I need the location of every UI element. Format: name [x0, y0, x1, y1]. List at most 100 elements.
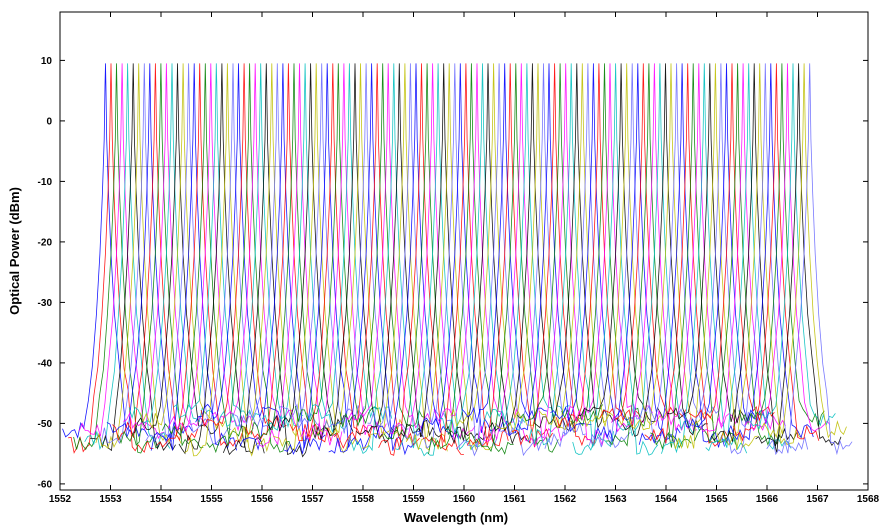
y-tick-label: -10	[38, 177, 53, 188]
channel-trace	[705, 63, 792, 452]
channel-trace	[261, 63, 348, 434]
channel-trace	[455, 63, 542, 457]
channel-trace	[450, 63, 537, 428]
channel-trace	[156, 63, 243, 448]
channel-trace	[139, 63, 226, 430]
channel-trace	[311, 63, 398, 444]
y-tick-label: 10	[41, 56, 53, 67]
channel-trace	[699, 63, 786, 433]
channel-trace	[184, 63, 271, 457]
channel-trace	[633, 63, 720, 422]
channel-trace	[511, 63, 598, 447]
channel-trace	[239, 63, 326, 452]
x-tick-label: 1568	[857, 494, 880, 505]
channel-trace	[117, 63, 204, 449]
channel-trace	[68, 63, 154, 454]
channel-trace	[206, 63, 293, 454]
channel-trace	[306, 63, 393, 423]
channel-trace	[100, 63, 188, 445]
channel-trace	[234, 63, 321, 430]
channel-trace	[167, 63, 254, 432]
x-tick-label: 1564	[655, 494, 678, 505]
channel-trace	[345, 63, 432, 430]
channel-trace	[733, 63, 820, 442]
channel-trace	[550, 63, 637, 422]
channel-trace	[622, 63, 708, 437]
channel-trace	[78, 63, 165, 440]
x-tick-label: 1560	[453, 494, 476, 505]
channel-trace	[317, 63, 404, 436]
channel-trace	[544, 63, 631, 449]
channel-trace	[367, 63, 453, 427]
x-tick-label: 1563	[604, 494, 627, 505]
channel-trace	[478, 63, 565, 443]
channel-trace	[661, 63, 748, 454]
y-tick-label: -20	[38, 237, 53, 248]
channel-trace	[339, 63, 426, 428]
channel-trace	[710, 63, 797, 447]
x-tick-label: 1561	[503, 494, 526, 505]
channel-trace	[273, 63, 359, 454]
channel-trace	[716, 63, 803, 446]
channel-trace	[123, 63, 210, 431]
y-tick-labels: -60 -50 -40 -30 -20 -10 0 10	[38, 56, 53, 490]
channel-trace	[583, 63, 670, 428]
channel-trace	[572, 63, 659, 456]
channel-trace	[245, 63, 332, 443]
channel-trace	[760, 63, 847, 439]
channel-trace	[677, 63, 764, 428]
x-tick-label: 1553	[99, 494, 122, 505]
channel-trace	[90, 63, 176, 452]
channel-trace	[73, 63, 160, 454]
x-tick-label: 1567	[806, 494, 829, 505]
channel-trace	[605, 63, 692, 449]
channel-trace	[533, 63, 620, 429]
channel-trace	[505, 63, 592, 437]
channel-trace	[211, 63, 298, 429]
y-tick-label: 0	[46, 116, 52, 127]
channel-trace	[683, 63, 770, 428]
x-tick-label: 1554	[150, 494, 173, 505]
channel-trace	[749, 63, 836, 430]
channel-trace	[267, 63, 354, 433]
channel-trace	[356, 63, 442, 438]
y-axis-label: Optical Power (dBm)	[7, 187, 22, 315]
channel-trace	[295, 63, 382, 425]
x-tick-labels: 1552 1553 1554 1555 1556 1557 1558 1559 1560 1561…	[49, 494, 880, 505]
y-tick-label: -50	[38, 419, 53, 430]
channel-trace	[666, 63, 753, 425]
y-tick-label: -40	[38, 358, 53, 369]
channel-trace	[256, 63, 343, 448]
channel-trace	[128, 63, 215, 424]
channel-trace	[527, 63, 614, 449]
channel-trace	[672, 63, 758, 451]
channel-trace	[433, 63, 520, 426]
channel-trace	[250, 63, 337, 439]
channel-trace	[289, 63, 376, 442]
channel-trace	[350, 63, 437, 457]
channel-trace	[372, 63, 459, 440]
channel-trace	[106, 63, 193, 439]
x-tick-label: 1559	[402, 494, 425, 505]
channel-trace	[322, 63, 409, 435]
channel-trace	[500, 63, 587, 437]
x-tick-label: 1566	[756, 494, 779, 505]
channel-trace	[516, 63, 603, 424]
channel-trace	[650, 63, 736, 450]
channel-trace	[494, 63, 581, 435]
axis-ticks	[59, 12, 869, 490]
channel-trace	[417, 63, 504, 433]
channel-trace	[278, 63, 365, 425]
x-tick-label: 1557	[301, 494, 324, 505]
x-tick-label: 1552	[49, 494, 72, 505]
spectrum-traces	[62, 63, 853, 458]
channel-trace	[428, 63, 514, 455]
channel-trace	[655, 63, 742, 427]
y-tick-label: -60	[38, 479, 53, 490]
channel-trace	[555, 63, 642, 428]
x-axis-label: Wavelength (nm)	[404, 510, 508, 525]
channel-trace	[439, 63, 526, 434]
channel-trace	[217, 63, 304, 429]
channel-trace	[95, 63, 182, 450]
